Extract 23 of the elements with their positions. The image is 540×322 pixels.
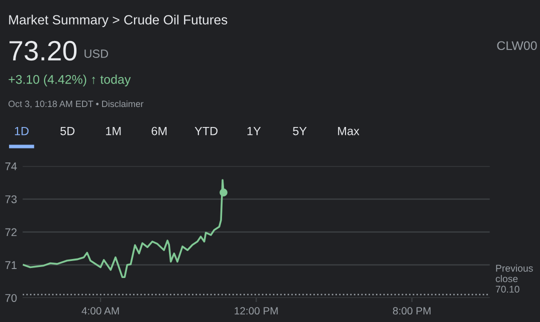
x-tick-label: 12:00 PM bbox=[234, 307, 278, 315]
text: YTD bbox=[194, 126, 218, 136]
text: Max bbox=[338, 126, 360, 136]
text: Oct 3, 10:18 AM EDT • Disclaimer bbox=[8, 100, 144, 108]
y-tick-label: 74 bbox=[5, 162, 17, 170]
y-tick-label: 71 bbox=[5, 261, 17, 269]
text: 5D bbox=[60, 126, 74, 136]
text: +3.10 (4.42%) ↑ today bbox=[8, 74, 131, 86]
ref-line-label: Previous close 70.10 bbox=[496, 264, 533, 293]
y-tick-label: 72 bbox=[5, 228, 17, 236]
text: USD bbox=[84, 50, 108, 58]
text: 1Y bbox=[247, 126, 261, 136]
y-tick-label: 73 bbox=[5, 195, 17, 204]
text: 1M bbox=[106, 126, 121, 136]
text: 1D bbox=[14, 126, 29, 136]
x-tick-label: 4:00 AM bbox=[82, 307, 119, 315]
text: 5Y bbox=[292, 126, 307, 136]
text: 6M bbox=[152, 126, 167, 136]
chart-subtitle: 73.20 bbox=[10, 40, 77, 61]
chart-title: Market Summary > Crude Oil Futures bbox=[9, 14, 228, 28]
x-tick-label: 8:00 PM bbox=[392, 307, 430, 315]
text: CLW00 bbox=[497, 41, 537, 50]
y-tick-label: 70 bbox=[5, 294, 17, 302]
